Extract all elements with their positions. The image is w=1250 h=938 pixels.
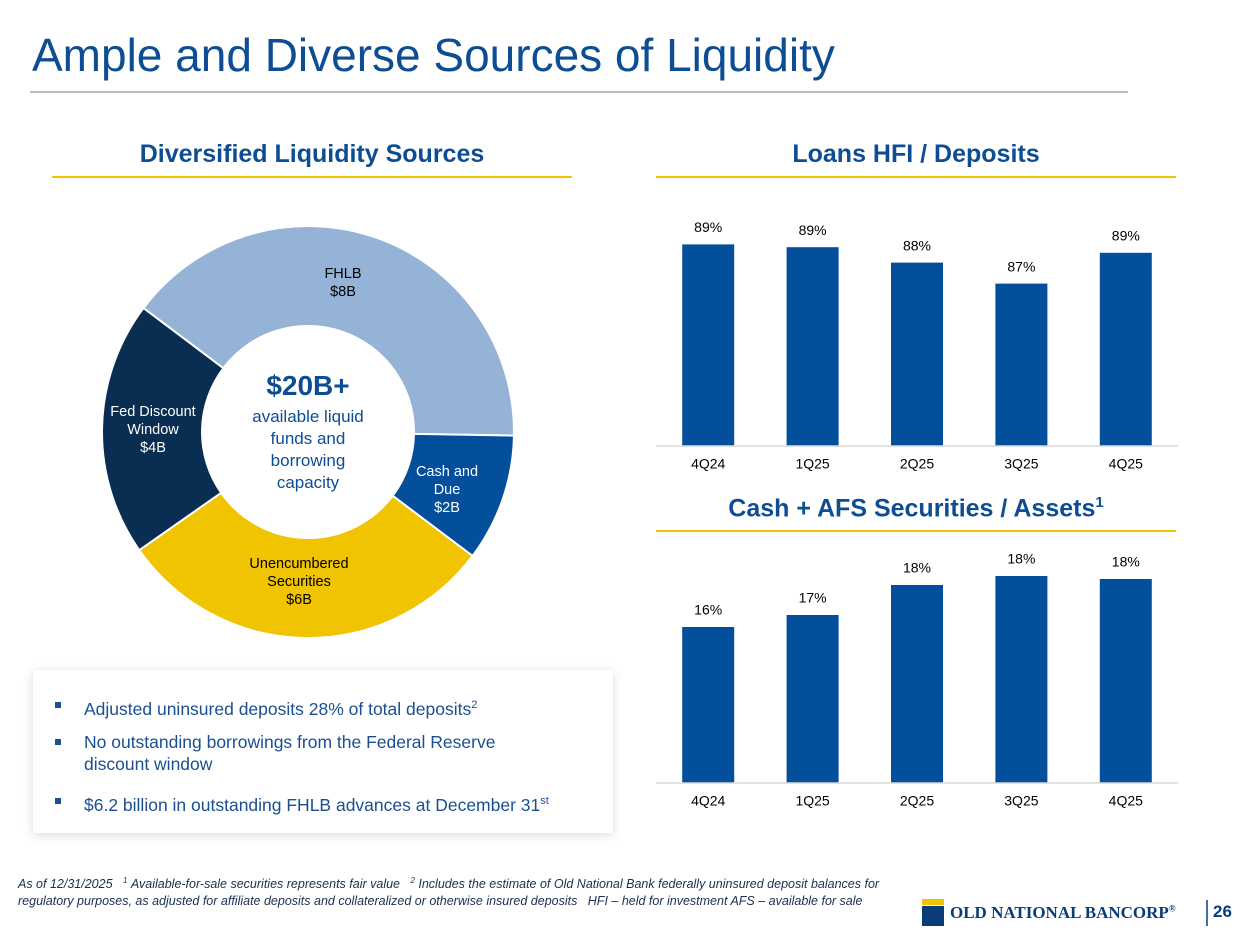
x-tick-label: 4Q25	[1109, 793, 1143, 809]
logo-text: OLD NATIONAL BANCORP	[950, 903, 1169, 922]
bar	[682, 627, 735, 783]
bar	[786, 615, 839, 783]
x-tick-label: 4Q24	[691, 456, 725, 472]
x-tick-label: 1Q25	[795, 793, 829, 809]
x-tick-label: 2Q25	[900, 793, 934, 809]
abbreviation: HFI – held for investment	[587, 894, 728, 909]
abbreviation: AFS – available for sale	[730, 894, 863, 909]
data-label: 88%	[903, 237, 931, 253]
slice-category: Unencumbered Securities	[249, 556, 349, 590]
x-tick-label: 1Q25	[795, 456, 829, 472]
data-label: 89%	[694, 219, 722, 235]
note: Available-for-sale securities represents…	[130, 877, 401, 892]
superscript: st	[540, 795, 549, 807]
slide-title: Ample and Diverse Sources of Liquidity	[32, 29, 835, 81]
section-title: Diversified Liquidity Sources	[139, 140, 485, 168]
logo: OLD NATIONAL BANCORP®	[950, 903, 1176, 923]
slice-value: $4B	[140, 440, 166, 456]
slice-category: Fed Discount Window	[110, 404, 196, 438]
donut-center-text: available liquid funds and borrowing cap…	[252, 407, 364, 492]
bar	[1099, 252, 1152, 446]
bar	[995, 576, 1048, 783]
slice-label: Fed Discount Window $4B	[98, 400, 208, 460]
bullet-text: Adjusted uninsured deposits 28% of total…	[84, 698, 472, 719]
section-title: Cash + AFS Securities / Assets1	[656, 494, 1176, 523]
logo-icon	[922, 899, 944, 905]
as-of: As of 12/31/2025	[18, 877, 113, 892]
page-number: 26	[1213, 902, 1232, 921]
bullet: No outstanding borrowings from the Feder…	[55, 731, 564, 775]
bar	[786, 247, 839, 446]
data-label: 89%	[799, 222, 827, 238]
slice-label: Cash and Due $2B	[407, 460, 487, 520]
data-label: 17%	[799, 590, 827, 606]
data-label: 18%	[1007, 551, 1035, 567]
bar	[995, 283, 1048, 446]
bar	[891, 262, 943, 446]
bullet-text: No outstanding borrowings from the Feder…	[84, 732, 496, 774]
x-tick-label: 4Q25	[1109, 456, 1143, 472]
footnote: As of 12/31/2025 1 Available-for-sale se…	[18, 872, 908, 910]
bullet-box: Adjusted uninsured deposits 28% of total…	[33, 670, 613, 833]
logo-icon	[922, 906, 944, 926]
bar	[891, 585, 943, 783]
x-tick-label: 4Q24	[691, 793, 725, 809]
slice-label: Unencumbered Securities $6B	[229, 552, 369, 612]
superscript: 1	[1095, 494, 1104, 511]
data-label: 16%	[694, 602, 722, 618]
bullet: $6.2 billion in outstanding FHLB advance…	[55, 790, 564, 816]
data-label: 18%	[1112, 554, 1140, 570]
slice-label: FHLB $8B	[298, 253, 388, 313]
slice-value: $6B	[286, 592, 312, 608]
slice-value: $8B	[330, 284, 356, 300]
x-tick-label: 2Q25	[900, 456, 934, 472]
note: Includes the estimate of Old National Ba…	[18, 877, 880, 909]
bullet-text: $6.2 billion in outstanding FHLB advance…	[84, 794, 541, 815]
donut-center-title: $20B+	[266, 370, 350, 401]
bullet: Adjusted uninsured deposits 28% of total…	[55, 694, 564, 720]
data-label: 89%	[1112, 228, 1140, 244]
section-title-text: Cash + AFS Securities / Assets	[728, 494, 1096, 523]
donut-slice	[142, 225, 515, 437]
donut-slice	[101, 306, 225, 552]
logo-mark: ®	[1168, 903, 1176, 914]
note-mark: 1	[122, 876, 128, 885]
slice-value: $2B	[434, 500, 460, 516]
x-tick-label: 3Q25	[1004, 793, 1038, 809]
superscript: 2	[471, 699, 478, 711]
donut-slice	[137, 491, 474, 639]
section-title: Loans HFI / Deposits	[792, 140, 1040, 168]
data-label: 18%	[903, 560, 931, 576]
x-tick-label: 3Q25	[1004, 456, 1038, 472]
data-label: 87%	[1007, 258, 1035, 274]
note-mark: 2	[410, 876, 415, 885]
slice-category: FHLB	[324, 266, 362, 282]
bar	[1099, 579, 1152, 783]
bar	[682, 244, 735, 446]
slice-category: Cash and Due	[415, 464, 479, 498]
